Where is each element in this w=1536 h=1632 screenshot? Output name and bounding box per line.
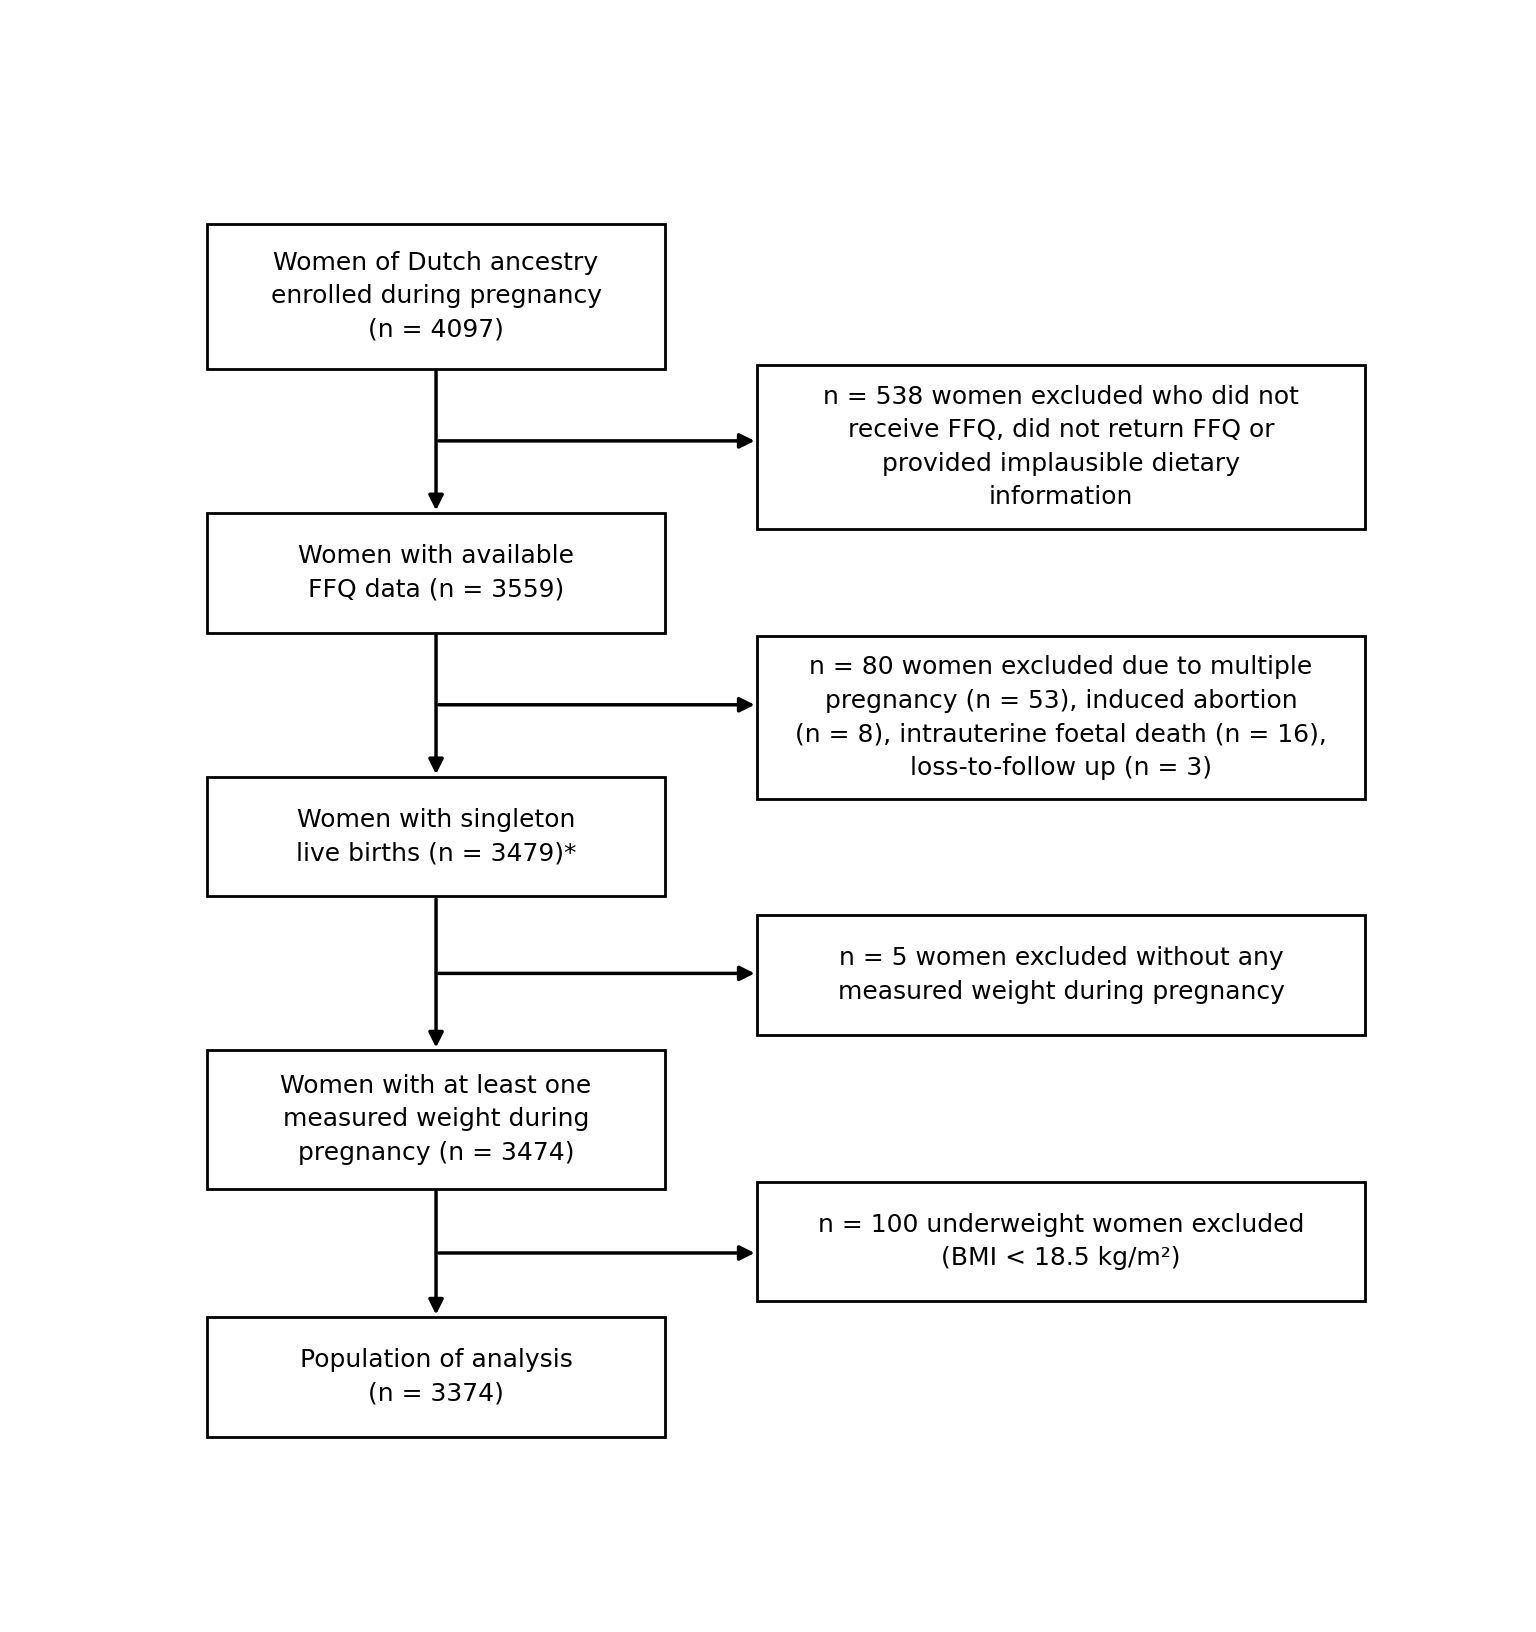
- Text: n = 538 women excluded who did not
receive FFQ, did not return FFQ or
provided i: n = 538 women excluded who did not recei…: [823, 385, 1299, 509]
- Text: Women with at least one
measured weight during
pregnancy (n = 3474): Women with at least one measured weight …: [281, 1074, 591, 1165]
- FancyBboxPatch shape: [757, 366, 1364, 529]
- FancyBboxPatch shape: [757, 916, 1364, 1035]
- Text: Women with available
FFQ data (n = 3559): Women with available FFQ data (n = 3559): [298, 543, 574, 602]
- FancyBboxPatch shape: [757, 635, 1364, 800]
- FancyBboxPatch shape: [207, 777, 665, 896]
- FancyBboxPatch shape: [207, 224, 665, 369]
- Text: Population of analysis
(n = 3374): Population of analysis (n = 3374): [300, 1348, 573, 1405]
- FancyBboxPatch shape: [207, 1051, 665, 1188]
- Text: Women with singleton
live births (n = 3479)*: Women with singleton live births (n = 34…: [296, 808, 576, 865]
- Text: n = 80 women excluded due to multiple
pregnancy (n = 53), induced abortion
(n = : n = 80 women excluded due to multiple pr…: [796, 654, 1327, 780]
- Text: n = 5 women excluded without any
measured weight during pregnancy: n = 5 women excluded without any measure…: [837, 947, 1284, 1004]
- FancyBboxPatch shape: [207, 1317, 665, 1436]
- Text: Women of Dutch ancestry
enrolled during pregnancy
(n = 4097): Women of Dutch ancestry enrolled during …: [270, 251, 602, 341]
- FancyBboxPatch shape: [207, 512, 665, 633]
- FancyBboxPatch shape: [757, 1182, 1364, 1301]
- Text: n = 100 underweight women excluded
(BMI < 18.5 kg/m²): n = 100 underweight women excluded (BMI …: [817, 1213, 1304, 1270]
